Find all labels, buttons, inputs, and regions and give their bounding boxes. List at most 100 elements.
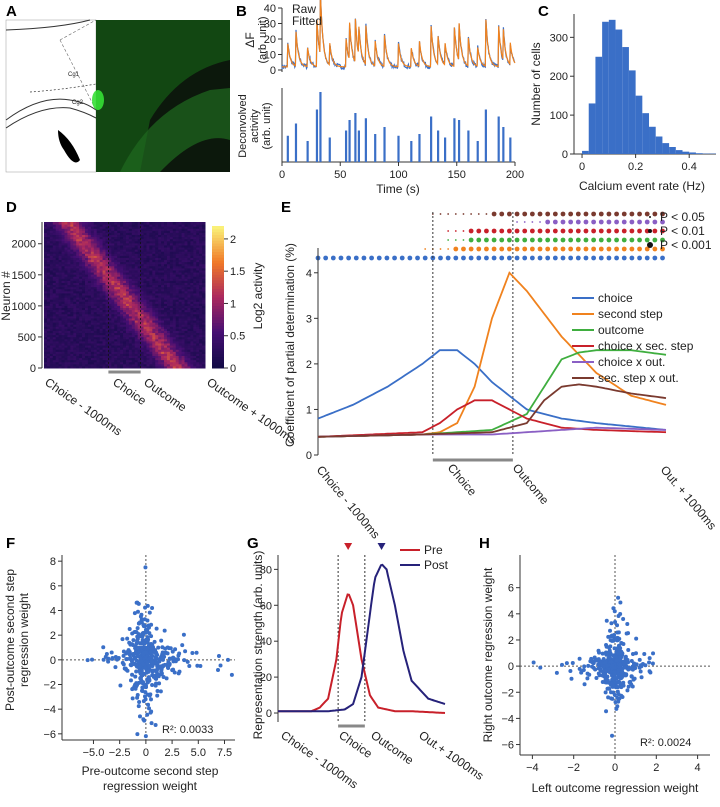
d-heatmap-cell: [146, 305, 150, 309]
d-heatmap-cell: [146, 222, 150, 225]
d-heatmap-cell: [70, 290, 74, 294]
d-heatmap-cell: [96, 359, 101, 363]
d-heatmap-cell: [178, 263, 183, 267]
d-heatmap-cell: [52, 303, 57, 306]
d-heatmap-cell: [52, 242, 57, 246]
d-heatmap-cell: [111, 251, 115, 254]
d-heatmap-cell: [193, 365, 197, 369]
f-scatter-point: [170, 649, 175, 654]
f-scatter-point: [121, 662, 126, 667]
d-heatmap-cell: [79, 320, 83, 323]
d-heatmap-cell: [108, 340, 112, 344]
d-heatmap-cell: [178, 288, 183, 292]
d-heatmap-cell: [67, 234, 71, 238]
e-sig-dot-brown: [499, 211, 505, 217]
d-heatmap-cell: [125, 238, 130, 242]
d-heatmap-cell: [169, 338, 174, 342]
d-heatmap-cell: [90, 301, 95, 304]
d-heatmap-cell: [199, 307, 203, 311]
d-heatmap-cell: [99, 269, 104, 273]
f-scatter-point: [151, 668, 156, 673]
d-heatmap-cell: [143, 309, 147, 313]
d-heatmap-cell: [84, 342, 89, 346]
d-heatmap-cell: [108, 326, 112, 329]
d-heatmap-cell: [166, 365, 171, 369]
d-heatmap-cell: [161, 311, 165, 315]
d-heatmap-cell: [152, 267, 156, 271]
d-heatmap-cell: [70, 355, 74, 359]
d-heatmap-cell: [193, 355, 197, 359]
d-colorbar-segment: [212, 282, 224, 287]
d-heatmap-cell: [125, 247, 130, 250]
d-heatmap-cell: [190, 309, 194, 313]
d-heatmap-cell: [49, 259, 54, 263]
d-heatmap-cell: [76, 363, 80, 367]
d-heatmap-cell: [79, 253, 83, 256]
d-heatmap-cell: [117, 242, 121, 246]
d-heatmap-cell: [79, 322, 83, 325]
d-heatmap-cell: [49, 311, 54, 315]
d-heatmap-cell: [152, 261, 156, 265]
d-heatmap-cell: [193, 236, 197, 240]
d-heatmap-cell: [134, 228, 139, 231]
d-heatmap-cell: [202, 292, 206, 296]
f-scatter-point: [147, 631, 152, 636]
d-heatmap-cell: [184, 357, 188, 361]
d-heatmap-cell: [190, 330, 194, 334]
d-heatmap-cell: [140, 269, 145, 273]
d-heatmap-cell: [49, 282, 54, 286]
d-heatmap-cell: [108, 224, 112, 227]
d-heatmap-cell: [117, 363, 121, 367]
d-heatmap-cell: [140, 278, 145, 281]
d-heatmap-cell: [169, 249, 174, 252]
e-sig-dot-purple: [560, 219, 566, 225]
d-heatmap-cell: [76, 232, 80, 236]
d-heatmap-cell: [123, 317, 127, 321]
d-colorbar-tick-label: 1.5: [230, 266, 245, 278]
d-heatmap-cell: [46, 257, 51, 261]
d-heatmap-cell: [164, 238, 168, 242]
e-sig-dot-green: [529, 237, 535, 243]
d-heatmap-cell: [55, 313, 60, 317]
d-heatmap-cell: [87, 299, 92, 302]
d-heatmap-cell: [155, 299, 159, 302]
d-heatmap-cell: [128, 269, 133, 273]
d-heatmap-cell: [128, 313, 133, 317]
d-heatmap-cell: [105, 311, 109, 315]
g-ytick-label: 20: [260, 672, 272, 684]
d-heatmap-cell: [64, 238, 68, 242]
d-heatmap-cell: [84, 242, 89, 246]
d-heatmap-cell: [73, 301, 77, 304]
d-heatmap-cell: [111, 317, 115, 321]
d-heatmap-cell: [90, 299, 95, 302]
d-heatmap-cell: [52, 361, 57, 365]
d-heatmap-cell: [175, 342, 180, 346]
d-heatmap-cell: [102, 309, 106, 313]
d-heatmap-cell: [166, 267, 171, 271]
f-scatter-point: [153, 655, 158, 660]
d-heatmap-cell: [166, 353, 171, 356]
d-heatmap-cell: [134, 292, 139, 296]
d-heatmap-cell: [84, 226, 89, 229]
d-heatmap-cell: [158, 351, 162, 354]
d-heatmap-cell: [61, 334, 65, 338]
d-heatmap-cell: [93, 315, 98, 319]
d-heatmap-cell: [178, 272, 183, 275]
d-heatmap-cell: [70, 228, 74, 231]
d-heatmap-cell: [87, 234, 92, 238]
d-heatmap-cell: [70, 345, 74, 348]
d-heatmap-cell: [193, 332, 197, 336]
d-heatmap-cell: [175, 330, 180, 334]
d-heatmap-cell: [70, 324, 74, 327]
d-heatmap-cell: [196, 357, 200, 361]
d-heatmap-cell: [149, 249, 153, 252]
d-heatmap-cell: [108, 230, 112, 233]
d-heatmap-cell: [158, 324, 162, 327]
d-colorbar-segment: [212, 288, 224, 292]
d-heatmap-cell: [108, 322, 112, 325]
d-heatmap-cell: [55, 320, 60, 323]
d-heatmap-cell: [96, 253, 101, 256]
e-sig-dot-blue: [361, 255, 367, 261]
d-heatmap-cell: [187, 244, 191, 248]
d-heatmap-cell: [111, 347, 115, 350]
